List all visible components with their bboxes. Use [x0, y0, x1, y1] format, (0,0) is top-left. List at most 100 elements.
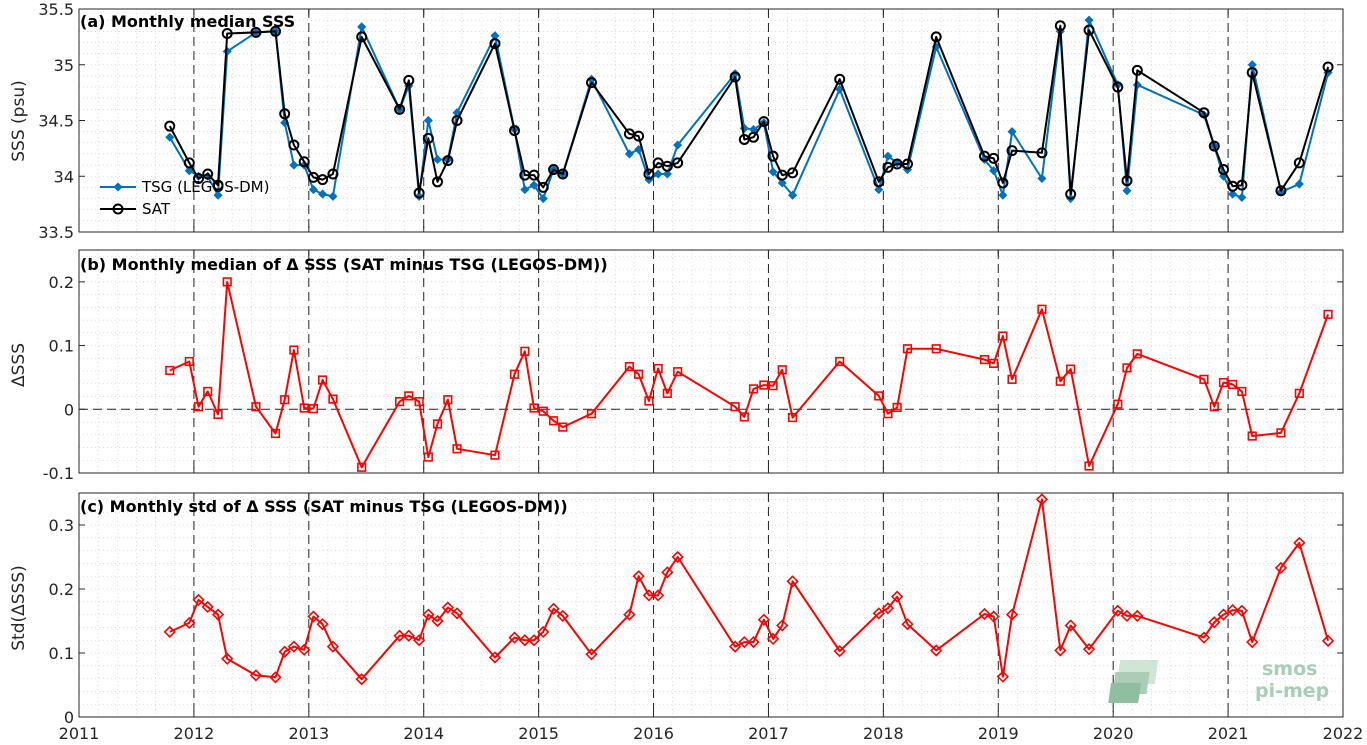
- data-point: [558, 422, 568, 432]
- data-point: [1235, 604, 1249, 617]
- y-tick-label: 35.5: [38, 0, 74, 19]
- data-point: [287, 640, 301, 653]
- x-tick-label: 2013: [288, 724, 329, 743]
- data-point: [661, 566, 674, 579]
- y-tick-label: -0.1: [43, 464, 74, 483]
- data-point: [402, 629, 415, 642]
- panel-c-axes-box: [78, 492, 1344, 718]
- x-tick-label: 2014: [403, 724, 444, 743]
- data-point: [766, 632, 780, 646]
- watermark-line1: smos: [1262, 658, 1317, 680]
- data-point: [586, 409, 597, 419]
- data-point: [299, 403, 309, 413]
- data-point: [222, 277, 232, 287]
- x-tick-label: 2016: [633, 724, 674, 743]
- data-point: [652, 589, 665, 602]
- data-point: [883, 151, 893, 161]
- data-point: [1122, 363, 1132, 373]
- data-point: [326, 640, 340, 653]
- data-point: [422, 608, 435, 621]
- data-point: [1217, 608, 1230, 621]
- data-point: [328, 394, 338, 404]
- data-point: [1237, 192, 1247, 202]
- x-tick-label: 2012: [174, 724, 215, 743]
- data-point: [279, 108, 291, 120]
- data-point: [1113, 399, 1123, 409]
- data-point: [835, 356, 845, 367]
- data-point: [874, 391, 884, 401]
- y-tick-label: 0: [64, 400, 74, 419]
- data-point: [930, 31, 942, 43]
- data-point: [1218, 377, 1229, 388]
- data-point: [165, 132, 175, 142]
- data-point: [998, 331, 1008, 341]
- data-point: [528, 169, 540, 181]
- data-point: [490, 450, 500, 460]
- data-point: [450, 607, 464, 620]
- data-point: [318, 375, 328, 385]
- data-point: [998, 190, 1008, 200]
- data-point: [1111, 604, 1124, 617]
- data-point: [882, 161, 894, 173]
- data-point: [786, 575, 799, 588]
- panel-c-title: (c) Monthly std of Δ SSS (SAT minus TSG …: [80, 497, 568, 516]
- data-point: [356, 31, 368, 43]
- panel-a-ylabel: SSS (psu): [9, 80, 29, 161]
- y-tick-label: 0: [64, 708, 74, 727]
- data-point: [165, 365, 175, 376]
- data-point: [901, 618, 914, 631]
- data-point: [748, 131, 760, 143]
- x-tick-label: 2015: [518, 724, 559, 743]
- data-point: [357, 22, 367, 32]
- data-point: [537, 625, 550, 639]
- data-point: [662, 169, 672, 179]
- data-point: [1083, 24, 1095, 36]
- data-point: [874, 185, 884, 195]
- y-tick-label: 0.2: [49, 273, 74, 292]
- data-point: [988, 152, 1000, 164]
- data-point: [777, 178, 787, 188]
- data-point: [653, 363, 663, 374]
- data-point: [624, 361, 635, 372]
- x-tick-label: 2011: [59, 724, 100, 743]
- y-tick-label: 34: [54, 167, 74, 186]
- data-point: [673, 367, 683, 377]
- data-point: [1006, 145, 1018, 157]
- data-point: [1007, 374, 1017, 384]
- data-point: [280, 395, 290, 405]
- data-point: [1246, 67, 1258, 79]
- data-point: [509, 369, 520, 379]
- data-point: [250, 26, 262, 38]
- data-point: [1217, 164, 1229, 176]
- data-point: [902, 344, 913, 354]
- data-point: [1035, 493, 1049, 506]
- panel-a-title: (a) Monthly median SSS: [80, 12, 295, 31]
- panel-c: 0 0.1 0.2 0.3 2011 2012 2013 2014 2015 2016 2017 20…: [49, 492, 1363, 743]
- panel-b-series-line: [169, 280, 1330, 469]
- watermark: smos pi-mep: [1108, 658, 1329, 703]
- data-point: [644, 396, 654, 406]
- data-point: [404, 391, 414, 401]
- legend-tsg-marker: [113, 182, 123, 192]
- data-point: [1208, 140, 1220, 152]
- y-tick-label: 33.5: [38, 223, 74, 242]
- panel-c-ylabel: Std(ΔSSS): [9, 565, 29, 651]
- data-point: [989, 166, 999, 176]
- data-point: [489, 38, 501, 50]
- data-point: [442, 155, 454, 167]
- data-point: [979, 354, 990, 365]
- data-point: [748, 384, 759, 394]
- data-point: [1323, 309, 1333, 319]
- data-point: [1055, 376, 1065, 386]
- legend-tsg-label: TSG (LEGOS-DM): [141, 178, 269, 196]
- data-point: [163, 625, 176, 639]
- data-point: [632, 570, 645, 583]
- data-point: [1208, 616, 1221, 629]
- data-point: [768, 167, 778, 177]
- data-point: [901, 158, 913, 170]
- data-point: [547, 602, 560, 615]
- data-point: [1209, 402, 1219, 412]
- data-point: [1037, 304, 1047, 314]
- data-point: [394, 103, 406, 115]
- legend: TSG (LEGOS-DM) SAT: [100, 178, 269, 218]
